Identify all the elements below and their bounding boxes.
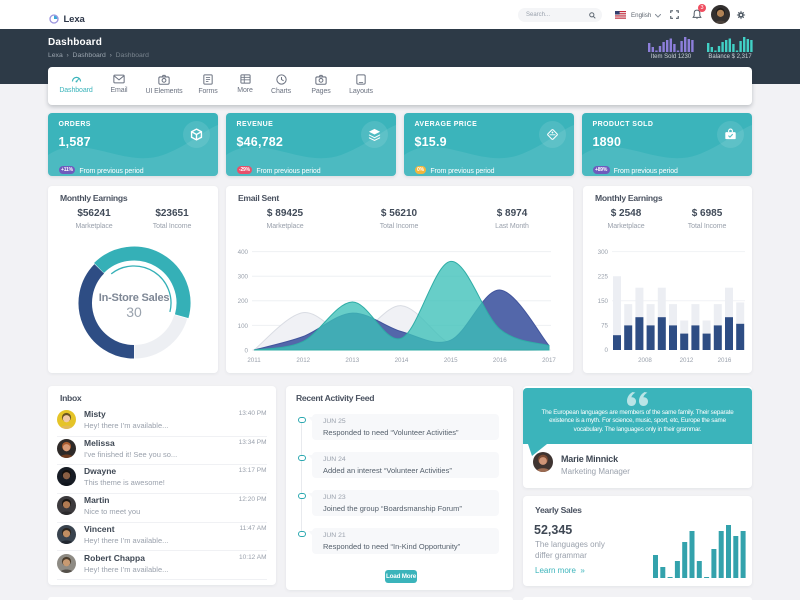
svg-text:2012: 2012 — [680, 357, 694, 364]
svg-text:400: 400 — [238, 249, 249, 256]
svg-text:30: 30 — [126, 304, 142, 320]
svg-text:2017: 2017 — [542, 357, 556, 364]
svg-text:2012: 2012 — [296, 357, 310, 364]
svg-text:2008: 2008 — [638, 357, 652, 364]
svg-text:In-Store Sales: In-Store Sales — [99, 292, 170, 304]
svg-text:300: 300 — [598, 249, 609, 256]
svg-text:2016: 2016 — [718, 357, 732, 364]
svg-text:75: 75 — [601, 323, 608, 330]
svg-text:2016: 2016 — [493, 357, 507, 364]
svg-text:2011: 2011 — [247, 357, 261, 364]
svg-text:100: 100 — [238, 323, 249, 330]
svg-text:2015: 2015 — [444, 357, 458, 364]
svg-text:2014: 2014 — [395, 357, 409, 364]
svg-text:2013: 2013 — [345, 357, 359, 364]
svg-text:150: 150 — [598, 298, 609, 305]
svg-text:300: 300 — [238, 274, 249, 281]
svg-text:200: 200 — [238, 298, 249, 305]
svg-text:225: 225 — [598, 274, 609, 281]
svg-text:0: 0 — [605, 347, 609, 354]
svg-text:0: 0 — [245, 347, 249, 354]
